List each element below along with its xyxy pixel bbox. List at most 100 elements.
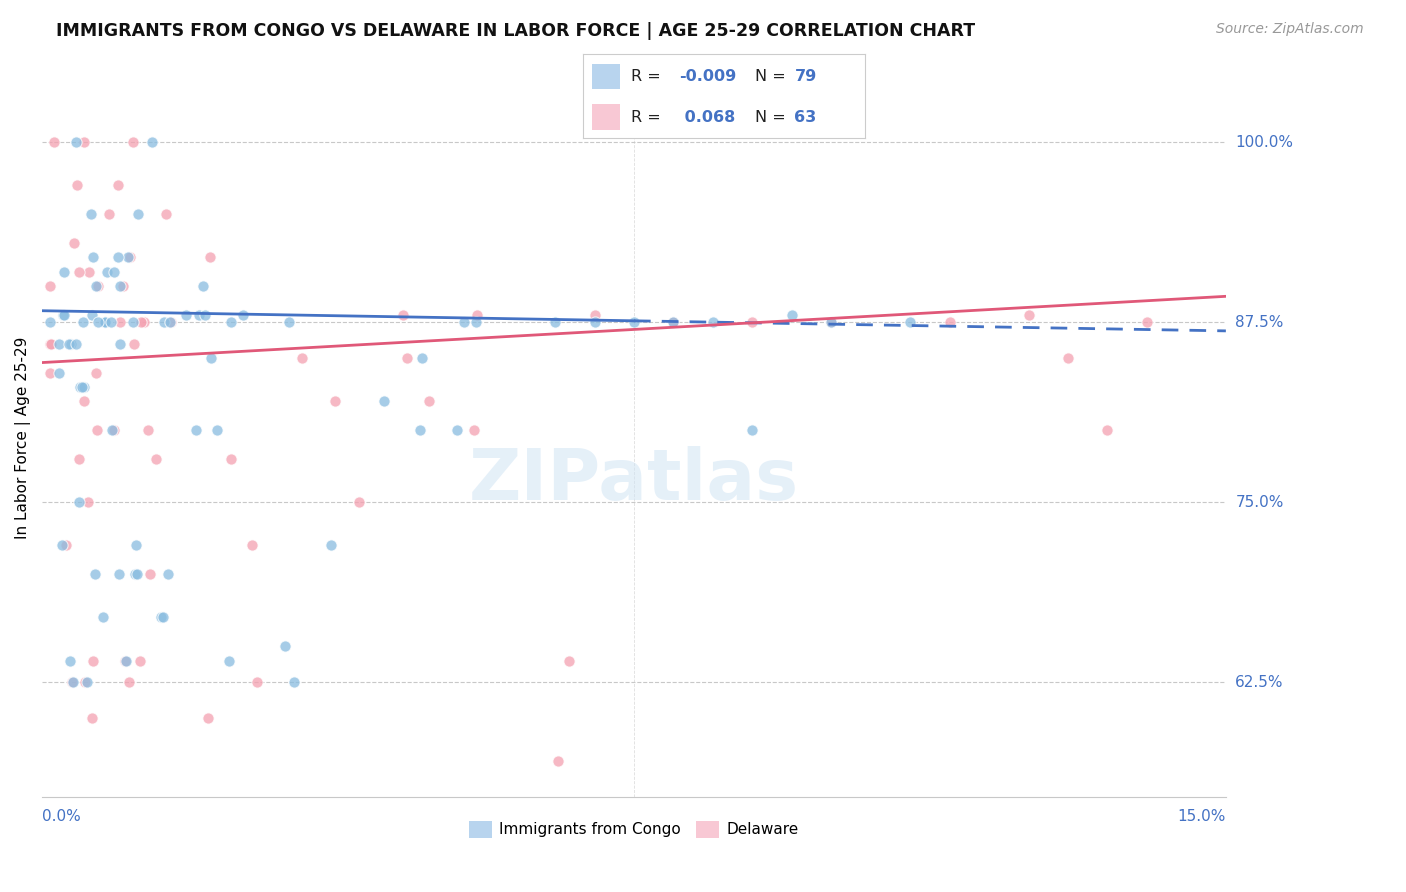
Point [323, 394, 346, 409]
Point [129, 315, 152, 329]
Point [94, 315, 117, 329]
Text: 0.0%: 0.0% [42, 809, 82, 824]
Point [207, 423, 229, 437]
Point [321, 538, 343, 552]
Text: -0.009: -0.009 [679, 69, 737, 84]
Point [110, 279, 132, 293]
Point [446, 423, 468, 437]
Point [59, 654, 82, 668]
Point [73, 394, 96, 409]
Point [84, 366, 107, 380]
Point [108, 567, 131, 582]
Point [100, 315, 122, 329]
Point [152, 610, 174, 624]
Point [283, 675, 305, 690]
Point [174, 308, 197, 322]
Point [218, 654, 240, 668]
Point [55, 538, 77, 552]
Point [122, 135, 145, 149]
Point [122, 336, 145, 351]
Point [86, 423, 108, 437]
Text: IMMIGRANTS FROM CONGO VS DELAWARE IN LABOR FORCE | AGE 25-29 CORRELATION CHART: IMMIGRANTS FROM CONGO VS DELAWARE IN LAB… [56, 22, 976, 40]
Point [662, 315, 685, 329]
Point [118, 251, 141, 265]
Point [65, 135, 87, 149]
Point [112, 279, 135, 293]
Point [741, 423, 763, 437]
Point [274, 639, 297, 653]
Point [67, 495, 90, 509]
Point [52, 308, 75, 322]
Point [347, 495, 370, 509]
Point [125, 567, 148, 582]
Point [42, 135, 65, 149]
Legend: Immigrants from Congo, Delaware: Immigrants from Congo, Delaware [463, 815, 806, 844]
Point [82, 654, 104, 668]
Point [117, 251, 139, 265]
Point [191, 279, 214, 293]
Point [39, 336, 62, 351]
Point [114, 654, 136, 668]
Point [94, 315, 117, 329]
Point [820, 315, 842, 329]
Point [51, 538, 73, 552]
Point [91, 610, 114, 624]
Point [240, 538, 263, 552]
Point [898, 315, 921, 329]
Point [198, 251, 221, 265]
Point [583, 315, 606, 329]
Point [52, 308, 75, 322]
Point [72, 315, 94, 329]
Point [122, 315, 145, 329]
Point [59, 336, 82, 351]
Text: Source: ZipAtlas.com: Source: ZipAtlas.com [1216, 22, 1364, 37]
Point [80, 711, 103, 725]
Point [67, 452, 90, 467]
Point [193, 308, 215, 322]
Point [82, 251, 104, 265]
Point [1097, 423, 1119, 437]
Point [129, 654, 152, 668]
Point [145, 452, 167, 467]
Point [94, 315, 117, 329]
Point [108, 336, 131, 351]
Point [465, 308, 488, 322]
Point [76, 675, 98, 690]
Point [48, 336, 70, 351]
Point [107, 178, 129, 193]
Bar [592, 63, 620, 89]
Text: 87.5%: 87.5% [1236, 315, 1284, 330]
Point [277, 315, 299, 329]
Point [70, 380, 93, 394]
Point [820, 315, 842, 329]
Point [73, 675, 96, 690]
Point [159, 315, 181, 329]
Point [373, 394, 395, 409]
Point [741, 315, 763, 329]
Point [79, 265, 101, 279]
Point [547, 755, 569, 769]
Point [583, 308, 606, 322]
Point [558, 654, 581, 668]
Text: 75.0%: 75.0% [1236, 495, 1284, 509]
Point [73, 380, 96, 394]
Point [1136, 315, 1159, 329]
Text: 62.5%: 62.5% [1236, 674, 1284, 690]
Point [103, 265, 125, 279]
Point [187, 308, 209, 322]
Point [232, 308, 254, 322]
Point [115, 654, 138, 668]
Y-axis label: In Labor Force | Age 25-29: In Labor Force | Age 25-29 [15, 336, 31, 539]
Point [48, 366, 70, 380]
Text: 15.0%: 15.0% [1177, 809, 1226, 824]
Point [87, 279, 110, 293]
Point [80, 308, 103, 322]
Text: N =: N = [755, 110, 792, 125]
Point [84, 567, 107, 582]
Text: R =: R = [631, 110, 666, 125]
Point [107, 251, 129, 265]
Point [409, 423, 432, 437]
Point [623, 315, 645, 329]
Point [156, 567, 179, 582]
Point [60, 675, 83, 690]
